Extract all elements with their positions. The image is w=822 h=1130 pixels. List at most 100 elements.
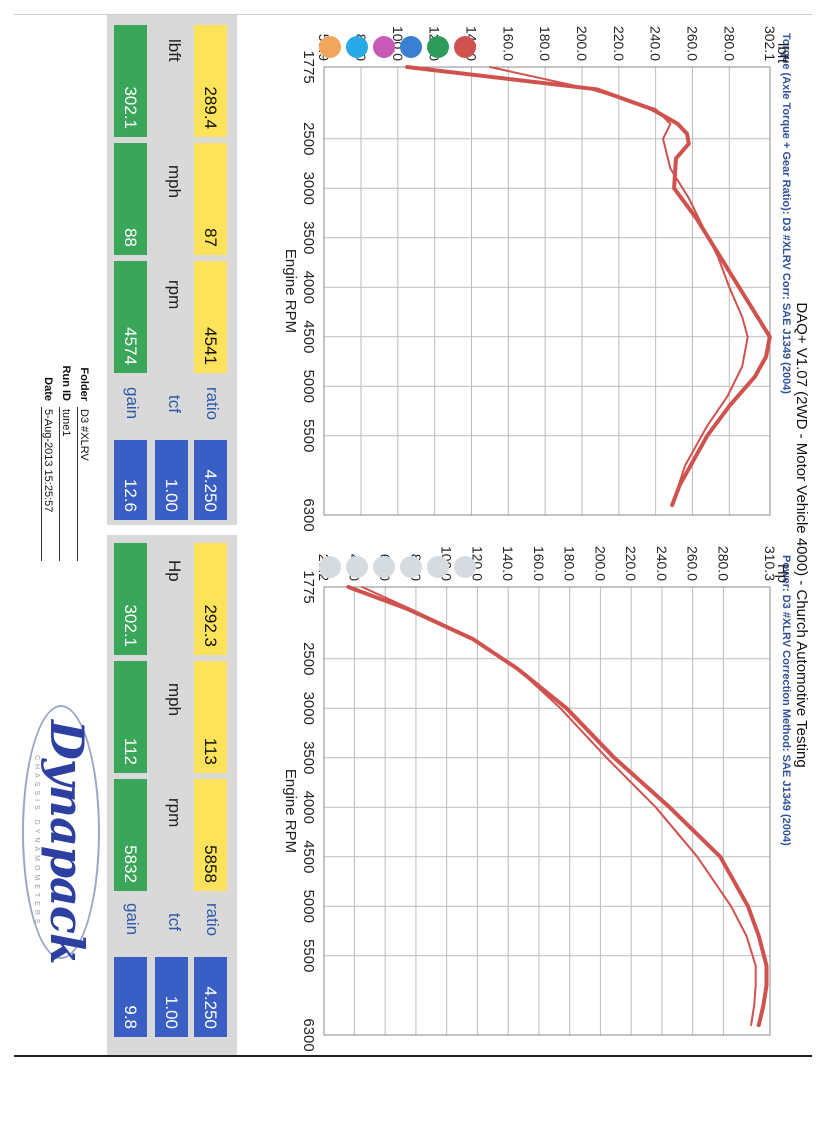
torque-x-tick-label: 5000 xyxy=(300,370,317,403)
torque-y-tick-label: 240.0 xyxy=(648,26,664,61)
power-x-axis-label: Engine RPM xyxy=(282,769,299,853)
right-unit-hp: Hp xyxy=(165,560,184,582)
left-unit-rpm: rpm xyxy=(165,280,184,310)
left-tile-torque-green: 302.1 xyxy=(114,25,147,137)
torque-x-tick-label: 3500 xyxy=(300,221,317,254)
torque-legend-dot xyxy=(319,36,341,58)
right-tile-mph-green: 112 xyxy=(114,661,147,773)
power-legend-dot xyxy=(373,556,395,578)
power-x-tick-label: 4000 xyxy=(300,791,317,824)
runid-label: Run ID xyxy=(60,365,72,401)
left-tcf-label: tcf xyxy=(165,395,184,413)
right-unit-rpm: rpm xyxy=(165,798,184,828)
power-legend-dot xyxy=(427,556,449,578)
right-tcf-label: tcf xyxy=(165,913,184,931)
left-unit-lbft: lbft xyxy=(165,39,184,62)
torque-y-tick-label: 160.0 xyxy=(500,26,516,61)
power-x-tick-label: 5000 xyxy=(300,890,317,923)
torque-x-tick-label: 5500 xyxy=(300,419,317,452)
power-x-tick-label: 6300 xyxy=(300,1018,317,1051)
torque-x-axis-label: Engine RPM xyxy=(282,249,299,333)
left-tile-torque-yellow: 289.4 xyxy=(194,25,227,137)
torque-x-tick-label: 3000 xyxy=(300,172,317,205)
dynapack-logo: Dynapack xyxy=(40,720,94,964)
left-tile-rpm-green: 4574 xyxy=(114,261,147,373)
power-y-tick-label: 140.0 xyxy=(500,546,516,581)
power-series-2-line xyxy=(361,586,757,1027)
power-y-tick-label: 160.0 xyxy=(531,546,547,581)
power-plot-frame xyxy=(323,586,771,1036)
rotated-page: DAQ+ V1.07 (2WD - Motor Vehicle 4000) - … xyxy=(14,14,812,1057)
power-legend-dot xyxy=(319,556,341,578)
right-tile-hp-yellow: 292.3 xyxy=(194,543,227,655)
power-legend-dot xyxy=(454,556,476,578)
torque-legend-dot xyxy=(400,36,422,58)
torque-y-tick-label: 180.0 xyxy=(537,26,553,61)
torque-chart-svg: 17752500300035004000450050005500630059.9… xyxy=(282,26,791,532)
left-tcf-value: 1.00 xyxy=(155,440,188,520)
power-x-tick-label: 4500 xyxy=(300,840,317,873)
folder-value: D3 #XLRV xyxy=(77,407,90,561)
torque-legend-dot xyxy=(454,36,476,58)
right-tile-hp-green: 302.1 xyxy=(114,543,147,655)
right-unit-mph: mph xyxy=(165,683,184,717)
power-series-1-line xyxy=(346,585,769,1028)
torque-y-tick-label: 200.0 xyxy=(574,26,590,61)
left-unit-mph: mph xyxy=(165,165,184,199)
report-frame: DAQ+ V1.07 (2WD - Motor Vehicle 4000) - … xyxy=(14,14,812,1057)
torque-legend-dot xyxy=(427,36,449,58)
left-ratio-value: 4.250 xyxy=(194,440,227,520)
power-y-tick-label: 200.0 xyxy=(592,546,608,581)
right-tile-rpm-yellow: 5858 xyxy=(194,779,227,891)
torque-x-tick-label: 4000 xyxy=(300,271,317,304)
power-x-tick-label: 2500 xyxy=(300,642,317,675)
right-gain-value: 9.8 xyxy=(114,957,147,1037)
power-chart-svg: 17752500300035004000450050005500630020.2… xyxy=(282,546,791,1052)
runid-value: tune1 xyxy=(59,407,72,561)
right-ratio-value: 4.250 xyxy=(194,957,227,1037)
torque-series-2-line xyxy=(488,66,749,507)
torque-x-tick-label: 1775 xyxy=(300,50,317,83)
torque-y-tick-label: 302.1 xyxy=(762,26,778,61)
power-legend-dot xyxy=(400,556,422,578)
left-gain-label: gain xyxy=(123,387,142,420)
torque-x-tick-label: 4500 xyxy=(300,320,317,353)
power-x-tick-label: 3500 xyxy=(300,741,317,774)
torque-x-tick-label: 6300 xyxy=(300,498,317,531)
power-x-tick-label: 1775 xyxy=(300,570,317,603)
power-x-tick-label: 3000 xyxy=(300,692,317,725)
torque-y-tick-label: 220.0 xyxy=(611,26,627,61)
left-tile-mph-yellow: 87 xyxy=(194,143,227,255)
left-tile-mph-green: 88 xyxy=(114,143,147,255)
power-y-tick-label: 280.0 xyxy=(715,546,731,581)
date-label: Date xyxy=(42,377,54,401)
power-unit-label: Hp xyxy=(774,564,791,583)
right-ratio-label: ratio xyxy=(203,903,222,937)
right-tcf-value: 1.00 xyxy=(155,957,188,1037)
right-tile-rpm-green: 5832 xyxy=(114,779,147,891)
power-y-tick-label: 220.0 xyxy=(623,546,639,581)
date-value: 5-Aug-2013 15:25:57 xyxy=(41,407,54,561)
right-gain-label: gain xyxy=(123,903,142,936)
torque-legend-dot xyxy=(346,36,368,58)
power-y-tick-label: 260.0 xyxy=(685,546,701,581)
power-y-tick-label: 240.0 xyxy=(654,546,670,581)
torque-x-tick-label: 2500 xyxy=(300,122,317,155)
left-gain-value: 12.6 xyxy=(114,440,147,520)
torque-y-tick-label: 280.0 xyxy=(721,26,737,61)
left-tile-rpm-yellow: 4541 xyxy=(194,261,227,373)
folder-label: Folder xyxy=(78,367,90,401)
torque-unit-label: lbft xyxy=(774,43,791,64)
power-x-tick-label: 5500 xyxy=(300,939,317,972)
logo-tagline: CHASSIS DYNAMOMETERS xyxy=(33,755,40,928)
torque-plot-frame xyxy=(323,66,771,516)
power-y-tick-label: 310.3 xyxy=(762,546,778,581)
right-tile-mph-yellow: 113 xyxy=(194,661,227,773)
power-legend-dot xyxy=(346,556,368,578)
torque-y-tick-label: 260.0 xyxy=(684,26,700,61)
torque-legend-dot xyxy=(373,36,395,58)
power-y-tick-label: 180.0 xyxy=(562,546,578,581)
left-ratio-label: ratio xyxy=(203,387,222,421)
torque-series-1-line xyxy=(405,65,772,508)
